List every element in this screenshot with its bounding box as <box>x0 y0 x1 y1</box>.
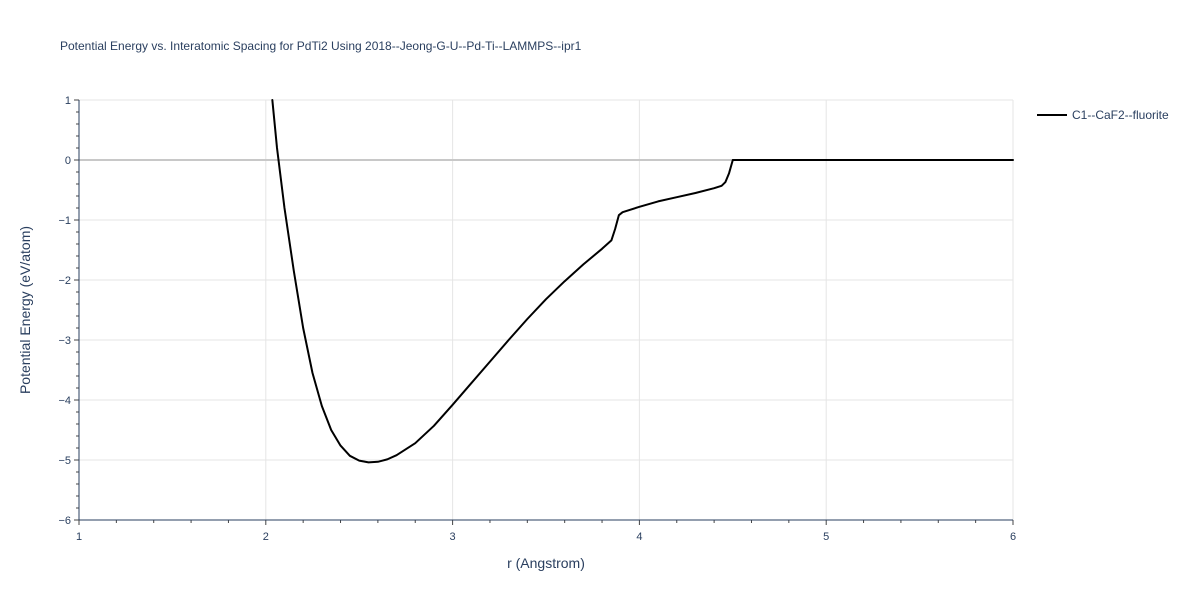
y-tick-label: −3 <box>58 335 71 347</box>
axes <box>78 100 1013 521</box>
y-tick-label: −2 <box>58 275 71 287</box>
legend[interactable]: C1--CaF2--fluorite <box>1037 108 1169 122</box>
series-line-0 <box>271 99 1014 464</box>
tick-labels: 1 2 3 4 5 6 1 0 −1 −2 −3 −4 −5 −6 <box>58 95 1016 543</box>
minor-ticks <box>74 99 1014 525</box>
y-tick-label: −6 <box>58 515 71 527</box>
x-tick-label: 3 <box>450 531 456 543</box>
y-tick-label: −1 <box>58 215 71 227</box>
y-axis-title: Potential Energy (eV/atom) <box>17 226 33 394</box>
y-tick-label: 1 <box>65 95 71 107</box>
chart-title: Potential Energy vs. Interatomic Spacing… <box>60 39 582 53</box>
y-tick-label: 0 <box>65 155 71 167</box>
x-tick-label: 6 <box>1010 531 1016 543</box>
x-tick-label: 2 <box>263 531 269 543</box>
x-tick-label: 4 <box>636 531 642 543</box>
x-tick-label: 1 <box>76 531 82 543</box>
y-tick-label: −4 <box>58 395 71 407</box>
legend-label: C1--CaF2--fluorite <box>1072 108 1169 122</box>
x-tick-label: 5 <box>823 531 829 543</box>
y-tick-label: −5 <box>58 455 71 467</box>
gridlines <box>79 99 1014 521</box>
x-axis-title: r (Angstrom) <box>507 555 585 571</box>
series-layer <box>271 99 1014 464</box>
